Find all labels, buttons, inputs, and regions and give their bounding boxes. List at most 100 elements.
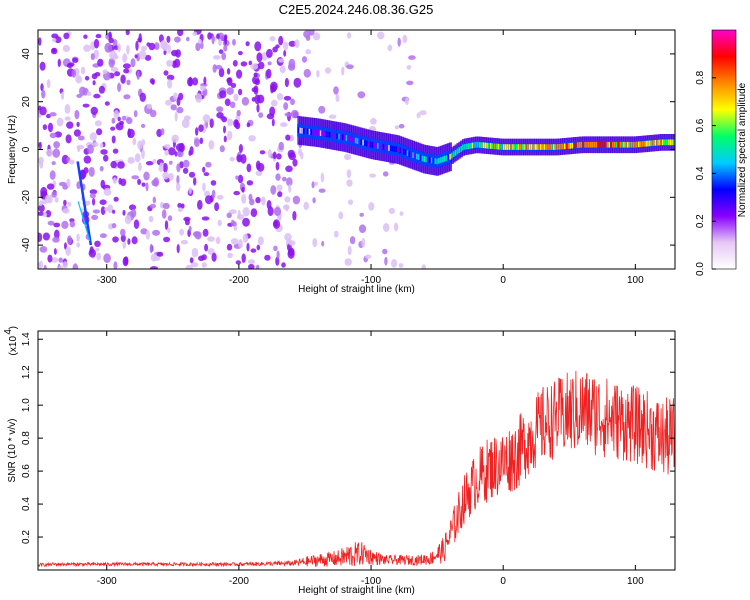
track-core — [673, 139, 675, 146]
noise-cell — [114, 71, 121, 77]
top-xtick-label: -100 — [361, 275, 381, 286]
noise-cell — [408, 55, 416, 60]
noise-cell — [266, 200, 272, 210]
colorbar — [711, 29, 737, 270]
track-core — [532, 144, 535, 150]
noise-cell — [218, 67, 225, 78]
noise-cell — [207, 236, 216, 242]
colorbar-tick-label: 0.2 — [695, 214, 706, 228]
track-core — [647, 140, 650, 147]
noise-cell — [227, 130, 233, 141]
noise-cell — [303, 68, 311, 78]
noise-cell — [38, 260, 43, 269]
noise-cell — [117, 116, 121, 122]
noise-cell — [176, 106, 184, 114]
track-core — [562, 143, 565, 150]
noise-cell — [167, 227, 171, 234]
track-core — [482, 142, 485, 149]
noise-cell — [246, 242, 250, 252]
noise-cell — [47, 122, 54, 133]
noise-cell — [171, 60, 177, 69]
track-core — [512, 144, 515, 150]
noise-cell — [84, 76, 90, 81]
noise-cell — [62, 261, 69, 269]
colorbar-tick-label: 0.6 — [695, 118, 706, 132]
noise-cell — [218, 49, 224, 54]
track-core — [588, 141, 591, 148]
noise-cell — [391, 259, 398, 268]
noise-cell — [275, 173, 281, 181]
noise-cell — [152, 159, 157, 164]
noise-cell — [46, 79, 51, 89]
noise-cell — [387, 44, 393, 52]
noise-cell — [174, 36, 181, 43]
track-core — [375, 142, 378, 149]
noise-cell — [50, 47, 58, 55]
noise-cell — [246, 122, 251, 128]
noise-cell — [53, 222, 61, 228]
noise-cell — [398, 123, 405, 129]
noise-cell — [88, 248, 97, 258]
noise-cell — [64, 116, 71, 121]
noise-cell — [241, 186, 245, 193]
noise-cell — [192, 77, 199, 86]
noise-cell — [277, 191, 283, 198]
track-core — [354, 137, 358, 144]
track-core — [471, 142, 474, 149]
track-core — [336, 133, 339, 139]
noise-cell — [154, 42, 160, 50]
track-core — [421, 155, 424, 162]
track-core — [604, 141, 608, 148]
noise-cell — [89, 132, 97, 141]
track-core — [430, 157, 434, 164]
track-core — [480, 142, 484, 148]
noise-cell — [137, 178, 142, 185]
noise-cell — [156, 251, 164, 257]
noise-cell — [163, 236, 171, 243]
track-core — [316, 129, 319, 136]
top-xtick-label: 0 — [500, 275, 506, 286]
noise-cell — [254, 78, 261, 86]
track-core — [377, 143, 380, 149]
noise-cell — [92, 209, 101, 214]
noise-cell — [238, 144, 243, 153]
track-core — [626, 141, 630, 148]
noise-cell — [145, 161, 154, 166]
noise-cell — [312, 197, 316, 204]
noise-cell — [126, 117, 133, 125]
top-xtick-label: -200 — [229, 275, 249, 286]
top-ytick-label: -40 — [21, 237, 32, 252]
noise-cell — [161, 209, 167, 219]
track-core — [569, 143, 572, 149]
noise-cell — [272, 151, 277, 160]
noise-cell — [219, 90, 227, 99]
noise-cell — [258, 112, 264, 118]
noise-cell — [176, 244, 180, 254]
bottom-x-axis-label: Height of straight line (km) — [298, 585, 415, 596]
noise-cell — [58, 265, 64, 269]
noise-cell — [223, 45, 228, 52]
track-core — [599, 141, 602, 148]
noise-cell — [203, 76, 207, 85]
track-core — [330, 132, 334, 138]
track-core — [660, 139, 663, 146]
track-core — [545, 144, 548, 150]
noise-cell — [227, 252, 233, 259]
noise-cell — [320, 172, 325, 183]
noise-cell — [236, 109, 241, 117]
track-core — [423, 156, 426, 162]
noise-cell — [241, 253, 246, 263]
noise-cell — [127, 238, 131, 245]
noise-cell — [256, 244, 261, 251]
track-core — [382, 144, 386, 150]
track-core — [573, 142, 576, 149]
noise-cell — [192, 31, 198, 37]
noise-cell — [83, 34, 88, 39]
track-core — [571, 142, 574, 149]
track-core — [488, 143, 491, 149]
noise-cell — [67, 201, 72, 207]
noise-cell — [236, 214, 245, 220]
noise-cell — [117, 43, 121, 53]
noise-cell — [58, 257, 63, 263]
noise-cell — [393, 222, 399, 232]
